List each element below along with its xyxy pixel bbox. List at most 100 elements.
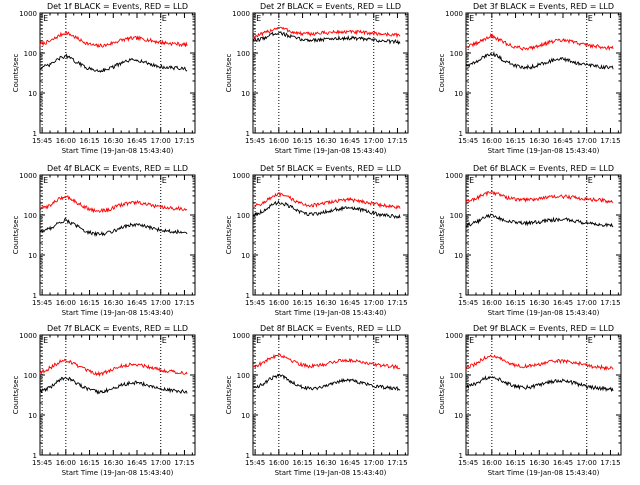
x-tick-label: 17:00 xyxy=(364,299,384,307)
panel-title: Det 7f BLACK = Events, RED = LLD xyxy=(47,324,188,333)
x-tick-label: 16:30 xyxy=(529,459,549,467)
lld-series-line xyxy=(252,192,401,210)
x-tick-label: 16:45 xyxy=(127,459,147,467)
plot-frame xyxy=(465,334,622,456)
detector-panel: Det 4f BLACK = Events, RED = LLD 1 10 100 10… xyxy=(12,164,196,317)
lld-series-line xyxy=(39,358,188,378)
events-series-line xyxy=(39,53,188,73)
y-axis-title: Counts/sec xyxy=(225,54,233,93)
y-tick-label: 1 xyxy=(246,130,250,138)
plot-frame xyxy=(465,174,622,296)
x-axis-title: Start Time (19-Jan-08 15:43:40) xyxy=(62,469,174,477)
x-tick-label: 17:00 xyxy=(577,459,597,467)
lld-series-line xyxy=(252,353,401,370)
x-tick-label: 17:15 xyxy=(600,137,620,145)
event-marker-label: E xyxy=(43,176,48,185)
x-tick-label: 16:00 xyxy=(56,299,76,307)
events-series-line xyxy=(39,217,188,237)
y-tick-label: 10 xyxy=(241,412,250,420)
y-tick-label: 100 xyxy=(450,212,463,220)
events-series-line xyxy=(465,213,614,228)
x-tick-label: 15:45 xyxy=(32,459,52,467)
lld-series-line xyxy=(39,30,188,48)
detector-panel: Det 7f BLACK = Events, RED = LLD 1 10 100 10… xyxy=(12,324,196,477)
y-tick-label: 1000 xyxy=(232,10,250,18)
y-tick-label: 10 xyxy=(241,90,250,98)
panel-title: Det 4f BLACK = Events, RED = LLD xyxy=(47,164,188,173)
x-tick-label: 17:15 xyxy=(387,299,407,307)
plot-frame xyxy=(39,174,196,296)
y-tick-label: 1 xyxy=(459,130,463,138)
events-series-line xyxy=(465,51,614,70)
detector-panel: Det 5f BLACK = Events, RED = LLD 1 10 100 10… xyxy=(225,164,409,317)
y-tick-label: 1 xyxy=(33,452,37,460)
panel-title: Det 1f BLACK = Events, RED = LLD xyxy=(47,2,188,11)
x-tick-label: 17:15 xyxy=(600,299,620,307)
y-tick-label: 10 xyxy=(241,252,250,260)
x-axis-title: Start Time (19-Jan-08 15:43:40) xyxy=(275,147,387,155)
panel-title: Det 3f BLACK = Events, RED = LLD xyxy=(473,2,614,11)
y-tick-label: 1 xyxy=(459,292,463,300)
plot-frame xyxy=(252,174,409,296)
y-axis-title: Counts/sec xyxy=(438,216,446,255)
panel-title: Det 6f BLACK = Events, RED = LLD xyxy=(473,164,614,173)
y-tick-label: 100 xyxy=(237,50,250,58)
event-marker-label: E xyxy=(43,14,48,23)
x-axis-title: Start Time (19-Jan-08 15:43:40) xyxy=(275,309,387,317)
event-marker-label: E xyxy=(588,176,593,185)
detector-panel: Det 6f BLACK = Events, RED = LLD 1 10 100 10… xyxy=(438,164,622,317)
x-tick-label: 15:45 xyxy=(245,299,265,307)
x-tick-label: 16:30 xyxy=(103,137,123,145)
x-tick-label: 17:15 xyxy=(174,459,194,467)
detector-panel: Det 3f BLACK = Events, RED = LLD 1 10 100 10… xyxy=(438,2,622,155)
y-tick-label: 10 xyxy=(28,90,37,98)
x-tick-label: 16:30 xyxy=(316,459,336,467)
x-tick-label: 16:45 xyxy=(340,137,360,145)
x-tick-label: 16:30 xyxy=(529,299,549,307)
plot-frame xyxy=(465,12,622,134)
plot-frame xyxy=(39,12,196,134)
panel-title: Det 5f BLACK = Events, RED = LLD xyxy=(260,164,401,173)
y-tick-label: 10 xyxy=(28,252,37,260)
lld-series-line xyxy=(465,354,614,371)
x-tick-label: 15:45 xyxy=(245,459,265,467)
event-marker-label: E xyxy=(469,176,474,185)
x-tick-label: 16:45 xyxy=(127,299,147,307)
x-tick-label: 16:30 xyxy=(529,137,549,145)
x-tick-label: 16:15 xyxy=(505,299,525,307)
event-marker-label: E xyxy=(469,14,474,23)
y-tick-label: 1000 xyxy=(445,10,463,18)
y-tick-label: 1 xyxy=(33,292,37,300)
y-tick-label: 100 xyxy=(24,212,37,220)
detector-panel: Det 9f BLACK = Events, RED = LLD 1 10 100 10… xyxy=(438,324,622,477)
x-tick-label: 15:45 xyxy=(458,299,478,307)
x-tick-label: 16:30 xyxy=(103,299,123,307)
event-marker-label: E xyxy=(375,176,380,185)
events-series-line xyxy=(39,376,188,395)
event-marker-label: E xyxy=(162,14,167,23)
y-tick-label: 100 xyxy=(24,372,37,380)
x-tick-label: 16:00 xyxy=(269,459,289,467)
y-tick-label: 100 xyxy=(24,50,37,58)
x-tick-label: 16:30 xyxy=(103,459,123,467)
y-tick-label: 100 xyxy=(237,372,250,380)
y-axis-title: Counts/sec xyxy=(438,54,446,93)
x-tick-label: 16:45 xyxy=(340,459,360,467)
x-tick-label: 17:00 xyxy=(151,299,171,307)
events-series-line xyxy=(252,373,401,392)
x-tick-label: 17:00 xyxy=(151,137,171,145)
detector-panel: Det 8f BLACK = Events, RED = LLD 1 10 100 10… xyxy=(225,324,409,477)
x-tick-label: 16:45 xyxy=(340,299,360,307)
y-tick-label: 100 xyxy=(450,372,463,380)
y-tick-label: 1000 xyxy=(19,10,37,18)
x-tick-label: 16:45 xyxy=(127,137,147,145)
lld-series-line xyxy=(252,26,401,40)
x-tick-label: 16:45 xyxy=(553,299,573,307)
y-tick-label: 10 xyxy=(454,412,463,420)
x-tick-label: 16:00 xyxy=(56,459,76,467)
x-tick-label: 16:30 xyxy=(316,137,336,145)
panel-title: Det 9f BLACK = Events, RED = LLD xyxy=(473,324,614,333)
y-axis-title: Counts/sec xyxy=(12,376,20,415)
x-tick-label: 16:00 xyxy=(482,459,502,467)
